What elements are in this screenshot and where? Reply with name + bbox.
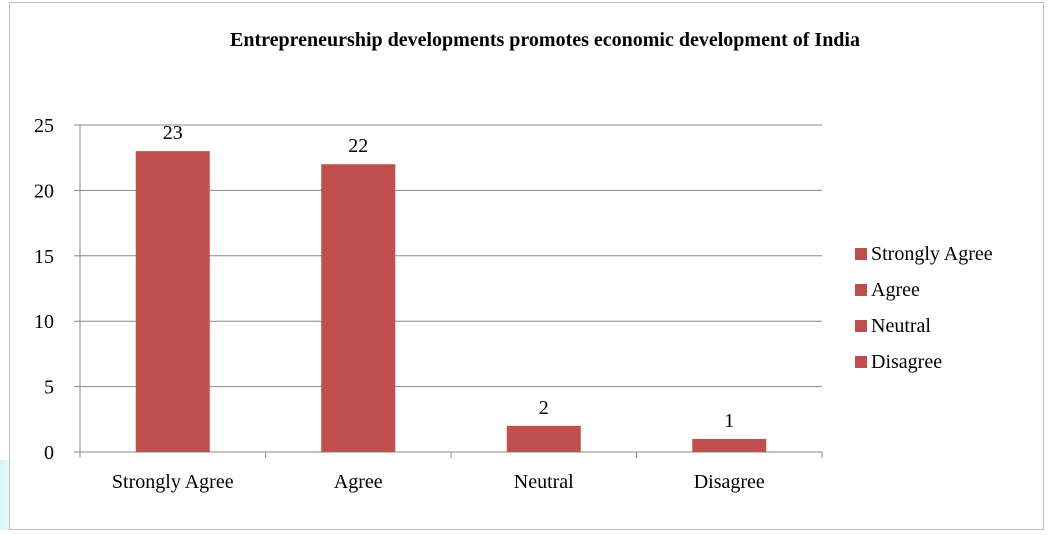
legend-item: Strongly Agree [855,236,1040,272]
legend-item: Neutral [855,308,1040,344]
data-label: 1 [724,410,734,432]
legend-swatch [855,356,867,368]
bar-strongly-agree [135,151,210,452]
legend-label: Strongly Agree [871,242,993,265]
bar-neutral [506,425,581,452]
data-label: 23 [163,122,183,144]
x-category-label: Agree [334,471,383,493]
x-category-label: Strongly Agree [112,471,234,493]
legend-label: Neutral [871,314,931,337]
x-category-label: Neutral [514,471,574,493]
legend-swatch [855,284,867,296]
legend-swatch [855,320,867,332]
x-category-label: Disagree [694,471,765,493]
bar-disagree [692,438,767,452]
y-tick-label: 20 [34,180,54,202]
legend-label: Disagree [871,350,943,373]
data-label: 2 [539,397,549,419]
chart-title: Entrepreneurship developments promotes e… [230,29,860,51]
bar-agree [321,164,396,453]
y-tick-label: 10 [34,311,54,333]
chart-legend: Strongly Agree Agree Neutral Disagree [855,236,1040,380]
y-tick-label: 5 [44,377,54,399]
legend-label: Agree [871,278,920,301]
y-tick-label: 0 [44,442,54,464]
y-tick-label: 25 [34,115,54,137]
y-tick-label: 15 [34,246,54,268]
legend-swatch [855,248,867,260]
data-label: 22 [348,135,368,157]
legend-item: Disagree [855,344,1040,380]
legend-item: Agree [855,272,1040,308]
